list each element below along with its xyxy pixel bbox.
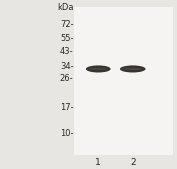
Text: 72-: 72-	[60, 20, 73, 29]
Ellipse shape	[123, 68, 142, 70]
FancyBboxPatch shape	[74, 7, 173, 155]
Text: 55-: 55-	[60, 34, 73, 43]
Text: 1: 1	[95, 158, 101, 167]
Ellipse shape	[89, 68, 108, 70]
Text: 26-: 26-	[60, 74, 73, 83]
Text: 2: 2	[130, 158, 136, 167]
Text: 17-: 17-	[60, 103, 73, 112]
Text: 34-: 34-	[60, 62, 73, 71]
Ellipse shape	[86, 65, 111, 73]
Text: kDa: kDa	[57, 3, 73, 12]
Ellipse shape	[120, 65, 145, 73]
Text: 43-: 43-	[60, 47, 73, 56]
Text: 10-: 10-	[60, 129, 73, 138]
